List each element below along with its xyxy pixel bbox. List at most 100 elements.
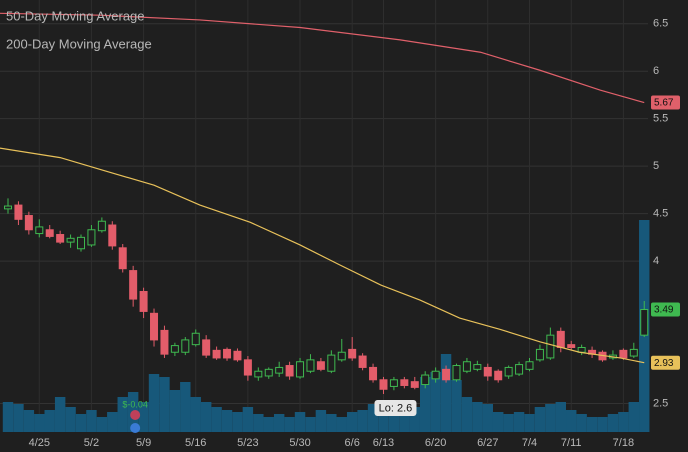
candle-body (452, 365, 461, 381)
x-tick-label: 5/9 (136, 437, 151, 449)
candle-body (45, 229, 54, 237)
volume-bar (482, 404, 493, 432)
volume-bar (399, 414, 410, 432)
y-tick-label: 5.5 (653, 113, 668, 125)
volume-bar (200, 402, 212, 432)
low-annotation-box (374, 400, 417, 417)
candle-body (629, 348, 638, 357)
candle-body (327, 354, 336, 372)
volume-bar (545, 404, 556, 432)
x-tick-label: 7/4 (522, 437, 537, 449)
y-tick-label: 4.5 (653, 208, 668, 220)
volume-bar (628, 402, 640, 432)
volume-bar (597, 417, 608, 432)
volume-bar (440, 354, 452, 432)
x-tick-label: 6/6 (345, 437, 360, 449)
volume-bar (430, 372, 441, 432)
volume-bar (367, 404, 379, 432)
volume-bar (409, 407, 420, 432)
volume-bar (586, 417, 598, 432)
candle-body (97, 220, 106, 232)
x-tick-label: 5/30 (289, 437, 310, 449)
volume-bar (326, 414, 337, 432)
candle-body (56, 234, 65, 243)
x-tick-label: 7/18 (613, 437, 634, 449)
candle-body (567, 344, 576, 348)
volume-bar (607, 414, 619, 432)
candle-body (223, 348, 232, 359)
candle-body (546, 334, 555, 359)
volume-bar (388, 410, 400, 432)
candle-body (483, 366, 492, 377)
candle-body (369, 366, 378, 381)
candle-body (285, 365, 294, 377)
candle-body (191, 332, 200, 346)
candle-body (421, 374, 430, 386)
candles (4, 198, 649, 395)
dividend-icon (130, 423, 141, 433)
volume-bar (65, 407, 76, 432)
volume-bar (273, 414, 285, 432)
volume-bar (419, 377, 431, 432)
volume-bar (75, 414, 87, 432)
y-tick-label: 5 (653, 160, 659, 172)
low-annotation: Lo: 2.6 (379, 402, 413, 414)
price-badge-label: 2.93 (654, 358, 674, 369)
candle-body (462, 361, 471, 372)
candle-body (170, 345, 179, 353)
price-badge (651, 355, 680, 370)
price-badge-label: 3.49 (654, 305, 674, 316)
x-tick-label: 6/27 (477, 437, 498, 449)
candle-body (160, 329, 169, 355)
candle-body (181, 339, 190, 353)
x-tick-label: 4/25 (29, 437, 50, 449)
candle-body (243, 359, 252, 376)
volume-bar (138, 402, 149, 432)
price-badge (651, 95, 680, 110)
candle-body (108, 224, 117, 247)
volume-bar (534, 407, 546, 432)
volume-bar (190, 397, 201, 432)
candle-body (358, 355, 367, 368)
candle-body (556, 330, 565, 348)
volume-bar (503, 414, 514, 432)
volume-bar (2, 402, 14, 432)
candle-body (473, 364, 482, 370)
candle-body (504, 366, 513, 377)
volume-bar (492, 412, 504, 432)
volume-bar (96, 417, 108, 432)
x-tick-label: 5/2 (84, 437, 99, 449)
candle-body (212, 349, 221, 359)
volume-bar (44, 410, 55, 432)
candle-body (379, 379, 388, 390)
candle-body (431, 370, 440, 380)
volume-bar (336, 417, 347, 432)
candle-body (139, 290, 148, 312)
volume-bar (117, 397, 128, 432)
candle-body (337, 351, 346, 361)
candle-body (87, 229, 96, 246)
candle-body (525, 361, 534, 370)
candle-body (14, 204, 23, 220)
candle-body (515, 364, 524, 375)
volume-bar (513, 412, 525, 432)
volume-bar (107, 412, 118, 432)
candle-body (348, 348, 357, 359)
y-tick-label: 4 (653, 255, 659, 267)
earnings-icon (130, 410, 141, 420)
y-tick-label: 6.5 (653, 18, 668, 30)
candle-body (264, 368, 273, 377)
candle-body (35, 226, 44, 235)
x-tick-label: 6/20 (425, 437, 446, 449)
volume-bar (23, 410, 35, 432)
volume-bar (472, 402, 483, 432)
volume-bar (253, 414, 264, 432)
candle-body (233, 350, 242, 361)
volume-bar (221, 410, 233, 432)
candle-body (619, 349, 628, 359)
volume-bar (169, 390, 181, 432)
candle-body (150, 312, 159, 341)
moving-averages (0, 12, 645, 364)
volume-bar (524, 414, 535, 432)
